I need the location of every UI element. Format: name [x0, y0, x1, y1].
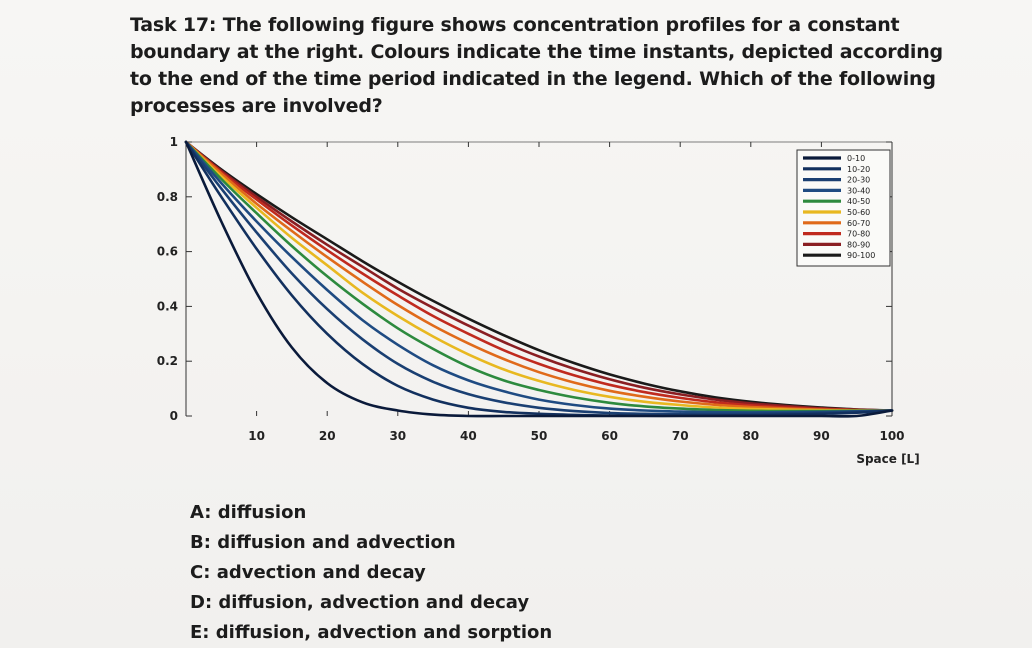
series-line-60-70: [184, 140, 894, 412]
x-tick-label: 30: [389, 429, 406, 443]
x-axis-label: Space [L]: [856, 452, 919, 466]
series-line-50-60: [184, 140, 894, 412]
legend-label: 60-70: [847, 219, 870, 228]
y-tick-label: 0.2: [157, 354, 178, 368]
legend-label: 20-30: [847, 176, 870, 185]
legend-label: 70-80: [847, 230, 870, 239]
x-tick-label: 50: [531, 429, 548, 443]
legend-label: 30-40: [847, 186, 870, 195]
plot-frame: [185, 141, 893, 416]
series-line-70-80: [184, 140, 894, 412]
x-tick-label: 10: [248, 429, 265, 443]
answer-option-b[interactable]: B: diffusion and advection: [190, 532, 456, 553]
series-lines: [184, 140, 894, 418]
series-line-80-90: [184, 140, 894, 412]
legend-label: 50-60: [847, 208, 870, 217]
y-tick-label: 0: [170, 409, 178, 423]
y-tick-label: 0.4: [157, 299, 178, 313]
legend-label: 90-100: [847, 251, 875, 260]
x-tick-label: 70: [672, 429, 689, 443]
y-tick-label: 1: [170, 135, 178, 149]
answer-option-d[interactable]: D: diffusion, advection and decay: [190, 592, 530, 613]
series-line-10-20: [184, 140, 894, 418]
task-question: The following figure shows concentration…: [130, 14, 943, 117]
legend-label: 40-50: [847, 197, 870, 206]
legend-label: 80-90: [847, 240, 870, 249]
x-tick-label: 100: [879, 429, 904, 443]
series-line-90-100: [184, 140, 894, 412]
x-tick-label: 90: [813, 429, 830, 443]
answer-option-a[interactable]: A: diffusion: [190, 502, 307, 523]
y-tick-label: 0.6: [157, 245, 178, 259]
series-line-40-50: [184, 140, 894, 413]
x-tick-label: 80: [742, 429, 759, 443]
task-text: Task 17: The following figure shows conc…: [130, 12, 950, 120]
x-tick-label: 40: [460, 429, 477, 443]
answer-option-e[interactable]: E: diffusion, advection and sorption: [190, 622, 553, 643]
legend-label: 0-10: [847, 154, 865, 163]
task-label: Task 17:: [130, 14, 217, 36]
y-tick-label: 0.8: [157, 190, 178, 204]
answer-options: A: diffusion B: diffusion and advection …: [190, 498, 552, 648]
legend-label: 10-20: [847, 165, 870, 174]
x-tick-label: 20: [319, 429, 336, 443]
x-tick-label: 60: [601, 429, 618, 443]
series-line-0-10: [184, 140, 894, 418]
answer-option-c[interactable]: C: advection and decay: [190, 562, 426, 583]
series-line-20-30: [184, 140, 894, 416]
